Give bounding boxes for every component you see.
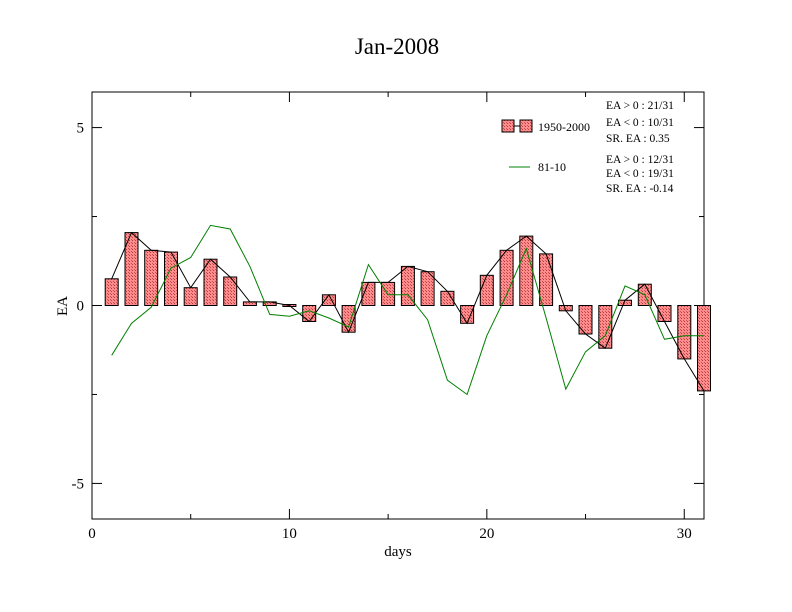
axis-tick-labels: 0 10 20 30 -5 0 5	[72, 121, 692, 542]
x-tick-label-20: 20	[479, 526, 494, 542]
line-1950-2000	[111, 231, 705, 392]
x-tick-label-10: 10	[282, 526, 297, 542]
bar-1950-2000-day-22	[519, 235, 534, 307]
bar-series	[104, 232, 711, 392]
bar-1950-2000-day-8	[242, 301, 257, 306]
line-81-10	[111, 224, 704, 396]
legend: 1950-2000 81-10 EA > 0 : 21/31 EA < 0 : …	[501, 100, 674, 195]
legend-swatch-bar-right	[519, 119, 533, 133]
x-tick-label-0: 0	[88, 526, 96, 542]
y-tick-label-0: 0	[77, 299, 85, 315]
legend-swatch-bar-left	[501, 119, 515, 133]
chart-title: Jan-2008	[355, 34, 439, 59]
axis-ticks	[91, 92, 704, 519]
bar-1950-2000-day-26	[598, 305, 613, 349]
stat-81-10-ea-positive: EA > 0 : 12/31	[606, 154, 674, 166]
line-series	[111, 224, 705, 396]
stat-1950-2000-ea-negative: EA < 0 : 10/31	[606, 117, 674, 129]
bar-1950-2000-day-13	[341, 305, 356, 333]
stat-81-10-sr: SR. EA : -0.14	[606, 183, 674, 195]
bar-1950-2000-day-21	[499, 249, 514, 307]
stat-81-10-ea-negative: EA < 0 : 19/31	[606, 168, 674, 180]
y-axis-label: EA	[55, 296, 71, 316]
bar-1950-2000-day-23	[539, 253, 554, 306]
x-axis-label: days	[384, 544, 412, 560]
legend-label-1950-2000: 1950-2000	[538, 120, 590, 134]
y-tick-label-5: 5	[77, 121, 85, 137]
bar-1950-2000-day-20	[479, 274, 494, 306]
bar-1950-2000-day-7	[223, 276, 238, 306]
x-tick-label-30: 30	[677, 526, 692, 542]
bar-1950-2000-day-1	[104, 278, 119, 306]
y-tick-label-neg5: -5	[72, 476, 85, 492]
stat-1950-2000-sr: SR. EA : 0.35	[606, 133, 670, 145]
bar-1950-2000-day-11	[302, 305, 317, 322]
bar-1950-2000-day-31	[697, 305, 711, 392]
stat-1950-2000-ea-positive: EA > 0 : 21/31	[606, 100, 674, 112]
bar-1950-2000-day-19	[460, 305, 475, 324]
legend-label-81-10: 81-10	[538, 160, 566, 174]
bar-1950-2000-day-5	[183, 287, 198, 307]
bar-1950-2000-day-16	[400, 265, 415, 306]
bar-1950-2000-day-25	[578, 305, 593, 335]
